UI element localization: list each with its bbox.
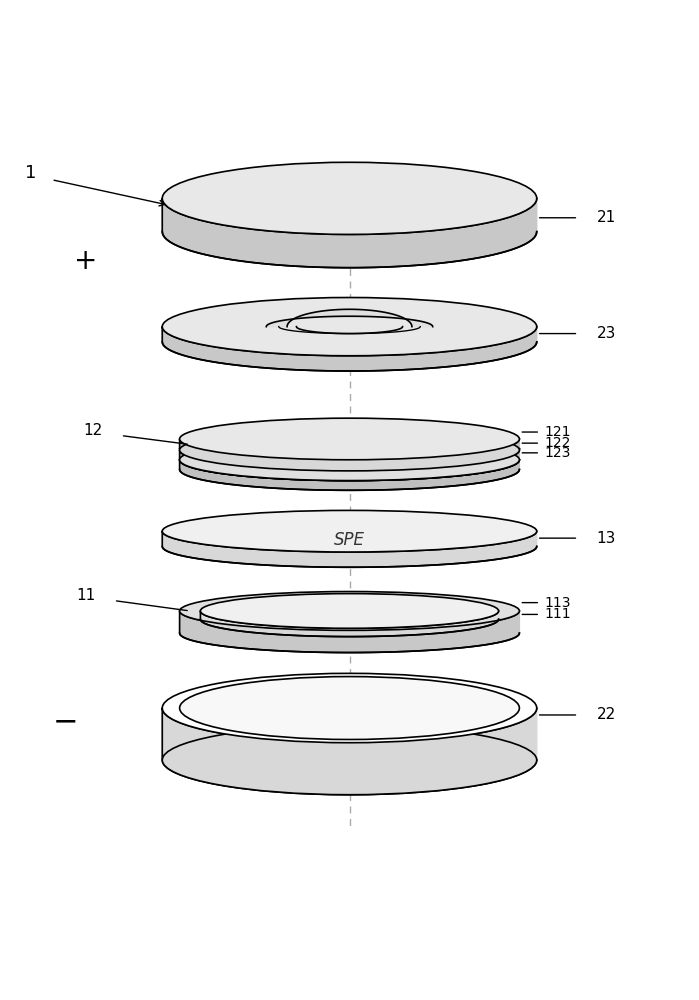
Polygon shape — [162, 708, 537, 795]
Text: SPE: SPE — [334, 531, 365, 549]
Polygon shape — [162, 198, 537, 268]
Text: 11: 11 — [76, 588, 96, 603]
Text: 1: 1 — [25, 164, 36, 182]
Polygon shape — [162, 327, 537, 371]
Ellipse shape — [162, 298, 537, 356]
Polygon shape — [180, 439, 519, 469]
Polygon shape — [162, 531, 537, 567]
Text: 113: 113 — [545, 596, 571, 610]
Polygon shape — [201, 611, 498, 637]
Ellipse shape — [180, 418, 519, 460]
Text: 23: 23 — [596, 326, 616, 341]
Ellipse shape — [180, 439, 519, 481]
Text: 123: 123 — [545, 446, 570, 460]
Ellipse shape — [162, 162, 537, 234]
Ellipse shape — [162, 510, 537, 552]
Ellipse shape — [162, 673, 537, 743]
Text: 12: 12 — [83, 423, 103, 438]
Ellipse shape — [180, 592, 519, 630]
Ellipse shape — [201, 594, 498, 628]
Polygon shape — [266, 309, 433, 327]
Polygon shape — [180, 460, 519, 490]
Text: 22: 22 — [596, 707, 616, 722]
Text: 21: 21 — [596, 210, 616, 225]
Ellipse shape — [162, 725, 537, 795]
Ellipse shape — [180, 429, 519, 471]
Text: 13: 13 — [596, 531, 616, 546]
Text: +: + — [74, 247, 98, 275]
Text: −: − — [52, 707, 78, 736]
Ellipse shape — [180, 677, 519, 739]
Text: 111: 111 — [545, 607, 571, 621]
Polygon shape — [180, 450, 519, 481]
Polygon shape — [180, 611, 519, 653]
Text: 122: 122 — [545, 436, 570, 450]
Text: 121: 121 — [545, 425, 571, 439]
